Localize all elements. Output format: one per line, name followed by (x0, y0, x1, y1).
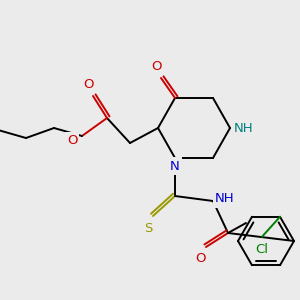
Text: O: O (67, 134, 77, 148)
Text: N: N (170, 160, 180, 172)
Text: S: S (144, 221, 152, 235)
Text: O: O (196, 253, 206, 266)
Text: NH: NH (215, 193, 235, 206)
Text: Cl: Cl (256, 243, 268, 256)
Text: O: O (83, 79, 93, 92)
Text: NH: NH (234, 122, 254, 134)
Text: O: O (151, 61, 161, 74)
